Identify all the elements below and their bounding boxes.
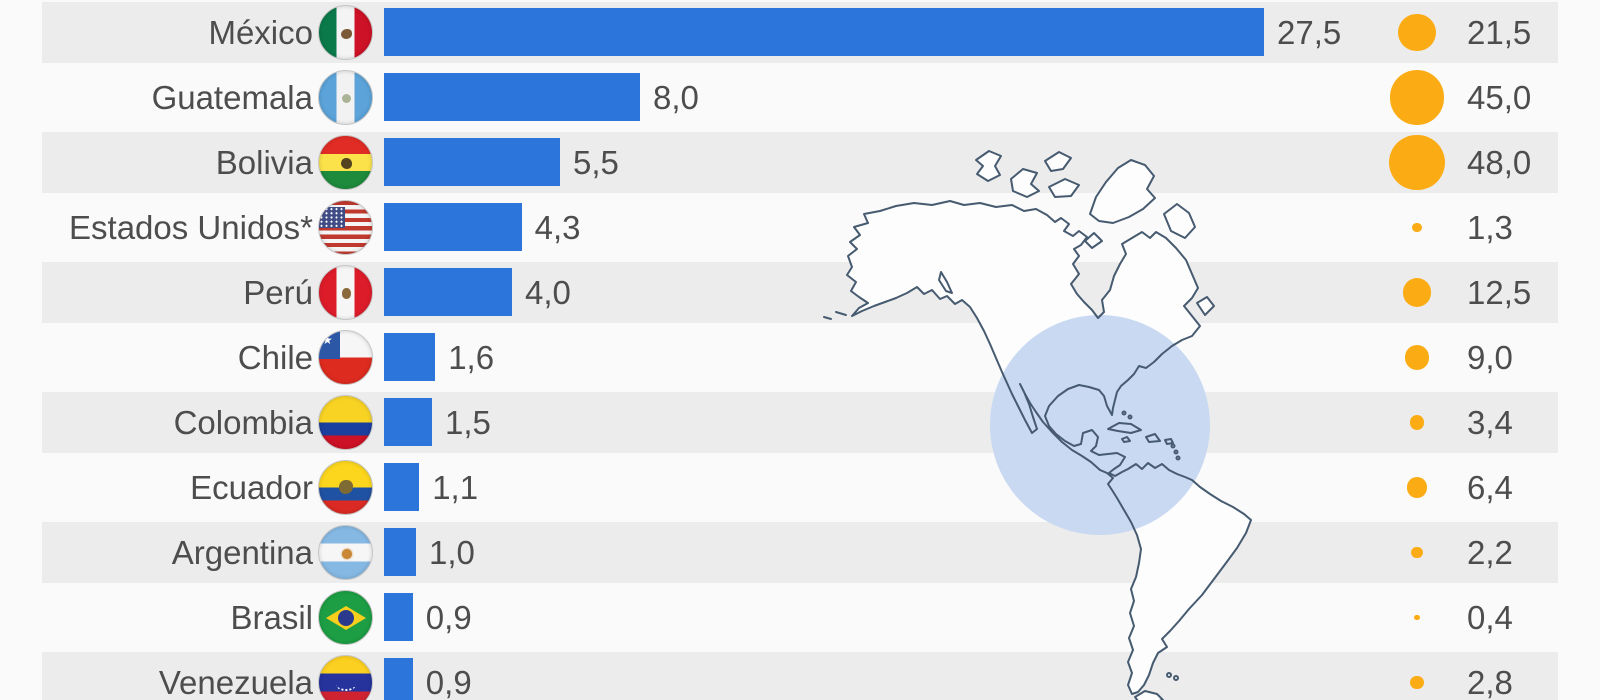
- table-row: México 27,5 21,5: [0, 0, 1600, 65]
- bar-value-label: 0,9: [425, 664, 472, 700]
- country-label: Guatemala: [151, 79, 313, 116]
- bar-value-label: 1,6: [448, 339, 495, 376]
- bar-value-label: 1,5: [445, 404, 491, 441]
- bar-value-label: 5,5: [573, 144, 619, 181]
- br-flag-icon: [318, 590, 373, 645]
- table-row: Brasil 0,9 0,4: [0, 585, 1600, 650]
- cl-flag-icon: [318, 330, 373, 385]
- country-label: Bolivia: [215, 144, 313, 181]
- bubble-value-label: 2,2: [1467, 534, 1513, 571]
- table-row: Bolivia 5,5 48,0: [0, 130, 1600, 195]
- bar: [384, 528, 416, 576]
- bubble-marker: [1398, 13, 1436, 52]
- row-stripe: [42, 132, 1558, 193]
- mx-flag-icon: [318, 5, 373, 60]
- row-stripe: [42, 522, 1558, 583]
- bubble-value-label: 2,8: [1467, 664, 1513, 700]
- table-row: Perú 4,0 12,5: [0, 260, 1600, 325]
- table-row: Venezuela 0,9 2,8: [0, 650, 1600, 700]
- us-flag-icon: [318, 200, 373, 255]
- table-row: Guatemala 8,0 45,0: [0, 65, 1600, 130]
- table-row: Chile 1,6 9,0: [0, 325, 1600, 390]
- bar: [384, 333, 436, 381]
- country-label: Estados Unidos*: [69, 209, 313, 246]
- table-row: Colombia 1,5 3,4: [0, 390, 1600, 455]
- country-label: Venezuela: [158, 664, 313, 700]
- country-label: Colombia: [173, 404, 313, 441]
- bar-value-label: 1,0: [429, 534, 475, 571]
- gt-flag-icon: [318, 70, 373, 125]
- bar: [384, 658, 413, 700]
- bo-flag-icon: [318, 135, 373, 190]
- bubble-value-label: 3,4: [1467, 404, 1513, 441]
- bubble-value-label: 48,0: [1467, 144, 1532, 181]
- country-label: Chile: [237, 339, 313, 376]
- bar-value-label: 0,9: [425, 599, 472, 636]
- bar: [384, 73, 640, 121]
- co-flag-icon: [318, 395, 373, 450]
- bubble-value-label: 6,4: [1467, 469, 1513, 506]
- row-stripe: [42, 392, 1558, 453]
- bubble-marker: [1409, 415, 1425, 430]
- ve-flag-icon: [318, 655, 373, 700]
- bar-value-label: 27,5: [1277, 14, 1342, 51]
- bubble-marker: [1389, 134, 1445, 191]
- row-stripe: [42, 262, 1558, 323]
- bubble-value-label: 1,3: [1467, 209, 1513, 246]
- bar: [384, 593, 413, 641]
- country-label: Perú: [243, 274, 313, 311]
- bar-value-label: 8,0: [653, 79, 699, 116]
- bubble-value-label: 12,5: [1467, 274, 1532, 311]
- country-label: Brasil: [230, 599, 313, 636]
- bar: [384, 268, 512, 316]
- pe-flag-icon: [318, 265, 373, 320]
- bar: [384, 8, 1264, 56]
- bubble-marker: [1404, 345, 1430, 370]
- bar: [384, 203, 522, 251]
- bubble-value-label: 21,5: [1467, 14, 1532, 51]
- bar: [384, 398, 432, 446]
- bubble-marker: [1389, 70, 1445, 125]
- bar: [384, 138, 560, 186]
- bubble-marker: [1406, 477, 1428, 498]
- bubble-marker: [1414, 614, 1420, 621]
- country-label: Ecuador: [190, 469, 313, 506]
- bubble-value-label: 45,0: [1467, 79, 1532, 116]
- bar-value-label: 1,1: [432, 469, 479, 506]
- country-label: Argentina: [171, 534, 313, 571]
- ec-flag-icon: [318, 460, 373, 515]
- table-row: Estados Unidos* 4,3 1,3: [0, 195, 1600, 260]
- bar-value-label: 4,0: [525, 274, 571, 311]
- bubble-value-label: 9,0: [1467, 339, 1513, 376]
- bubble-value-label: 0,4: [1467, 599, 1513, 636]
- bubble-marker: [1411, 546, 1423, 559]
- row-stripe: [42, 652, 1558, 700]
- country-label: México: [208, 14, 313, 51]
- bubble-marker: [1412, 222, 1422, 233]
- bar-value-label: 4,3: [534, 209, 581, 246]
- table-row: Argentina 1,0 2,2: [0, 520, 1600, 585]
- bubble-marker: [1410, 675, 1424, 690]
- table-row: Ecuador 1,1 6,4: [0, 455, 1600, 520]
- ar-flag-icon: [318, 525, 373, 580]
- bar: [384, 463, 420, 511]
- bubble-marker: [1402, 278, 1432, 307]
